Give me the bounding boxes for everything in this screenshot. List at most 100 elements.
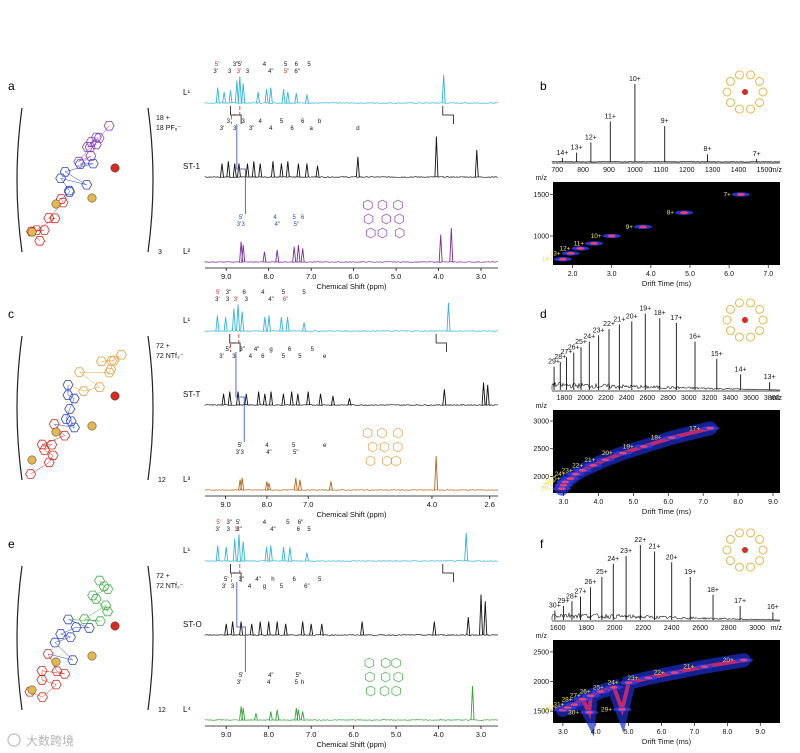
- molecule-ring-icon: [367, 441, 378, 453]
- peak-label: 3': [234, 297, 238, 303]
- panel-letter-c: c: [8, 307, 14, 321]
- molecule-ring-icon: [379, 441, 390, 453]
- drift-spot-core: [644, 676, 653, 680]
- bond: [76, 626, 90, 629]
- nmr-peak: [297, 479, 302, 491]
- bond: [66, 418, 72, 422]
- nmr-peak: [285, 91, 290, 104]
- ms-tick-label: 1200: [679, 167, 695, 174]
- molecule-ring-icon: [391, 455, 401, 467]
- drift-spot-label: 27+: [570, 693, 581, 700]
- structure-panel-e: 72 + 72 NTf₂⁻ 12: [16, 565, 184, 714]
- peak-label: 6: [301, 215, 305, 221]
- pyridine-ring: [94, 575, 105, 586]
- peak-label: 5': [236, 520, 240, 526]
- ms-peak-label: 9+: [661, 118, 669, 125]
- drift-spot-label: 22+: [654, 670, 665, 677]
- drift-spot-core: [736, 193, 745, 196]
- molecule-ring-icon: [391, 657, 401, 669]
- nmr-peak: [256, 91, 261, 104]
- cage-node-icon: [734, 298, 744, 308]
- nmr-peak: [466, 616, 471, 636]
- bond: [48, 202, 64, 219]
- peak-label: 5: [293, 215, 297, 221]
- peak-label: 5': [216, 520, 220, 526]
- peak-label: 5': [225, 347, 229, 353]
- heatmap-frame: [553, 410, 780, 493]
- molecule-ring-icon: [393, 427, 403, 439]
- drift-spot-core: [670, 671, 679, 675]
- cage-node-icon: [755, 76, 765, 86]
- drift-spot-label: 20+: [723, 657, 734, 664]
- bond: [60, 633, 71, 638]
- spectrum-name: ST-1: [183, 162, 200, 171]
- structure-panel-c: 72 + 72 NTf₂⁻ 12: [16, 335, 184, 484]
- bond: [69, 398, 75, 410]
- panel-letter-d: d: [540, 307, 547, 321]
- peak-label: 5: [280, 584, 284, 590]
- drift-spot-core: [558, 257, 567, 261]
- spectrum-baseline: [204, 489, 499, 491]
- spectrum-name: L¹: [183, 88, 190, 97]
- bracket-label-bottom: 12: [158, 477, 166, 484]
- nmr-peak: [224, 623, 229, 636]
- ms-tick-label: 3000: [749, 625, 765, 632]
- bond: [109, 369, 111, 373]
- pyridine-ring: [25, 469, 37, 479]
- peak-label: 4: [267, 680, 271, 686]
- bond: [49, 455, 54, 463]
- heatmap-x-tick-label: 6.0: [663, 499, 673, 506]
- bond: [83, 386, 100, 392]
- panel-letter-a: a: [8, 79, 15, 93]
- peak-label: 3': [219, 354, 223, 360]
- cage-node-icon: [758, 315, 768, 325]
- drift-spot-label: 18+: [651, 435, 662, 442]
- ms-panel-e: 30+29+28+27+26+25+24+23+22+21+20+19+18+1…: [533, 528, 782, 746]
- heatmap-x-tick-label: 8.0: [733, 499, 743, 506]
- drift-spot-label: 27+: [542, 482, 553, 489]
- nmr-peak: [269, 391, 273, 406]
- peak-label: 6: [243, 290, 247, 296]
- ms-peak-label: 27+: [561, 349, 573, 356]
- heatmap-x-tick-label: 8.0: [722, 729, 732, 736]
- peak-label: 4: [273, 215, 277, 221]
- cage-node-icon: [755, 326, 765, 336]
- nmr-peak: [287, 546, 292, 562]
- bond: [60, 178, 87, 186]
- pyridine-ring: [96, 356, 107, 367]
- nmr-peak: [237, 163, 241, 178]
- molecule-ring-icon: [391, 685, 401, 697]
- ms-panel-a: 14+13+12+11+10+9+8+7+700 800 900 1000 1100 12…: [533, 70, 782, 288]
- ms-peak-label: 8+: [703, 146, 711, 153]
- peak-label: 4": [270, 527, 275, 533]
- cage-node-icon: [725, 326, 735, 336]
- drift-spot-label: 22+: [572, 462, 583, 469]
- peak-label: a: [309, 126, 313, 132]
- heatmap-x-tick-label: 2.0: [568, 271, 578, 278]
- bond: [30, 462, 50, 475]
- drift-spot-label: 17+: [689, 425, 700, 432]
- ms-tick-label: 3000: [681, 395, 697, 402]
- bond: [42, 684, 57, 698]
- peak-label: 3: [231, 584, 235, 590]
- ms-tick-label: 1000: [627, 167, 643, 174]
- pyridine-ring: [102, 584, 114, 594]
- nmr-peak: [268, 87, 273, 104]
- ms-tick-label: 2800: [721, 625, 737, 632]
- pyridine-ring: [47, 450, 59, 461]
- bond: [92, 595, 97, 600]
- nmr-peak: [283, 623, 288, 636]
- nmr-peak: [268, 545, 273, 562]
- peak-label: 5": [293, 450, 298, 456]
- bond: [105, 605, 108, 612]
- panel-letter-e: e: [8, 537, 15, 551]
- nmr-peak: [241, 83, 246, 104]
- peak-label: 4": [255, 577, 260, 583]
- pyridine-ring: [94, 616, 106, 626]
- ms-tick-label: 1400: [731, 167, 747, 174]
- peak-label: 4": [266, 450, 271, 456]
- pyridine-ring: [67, 655, 79, 665]
- peak-label: 4: [261, 290, 265, 296]
- drift-spot-core: [624, 681, 633, 685]
- bond: [91, 137, 100, 143]
